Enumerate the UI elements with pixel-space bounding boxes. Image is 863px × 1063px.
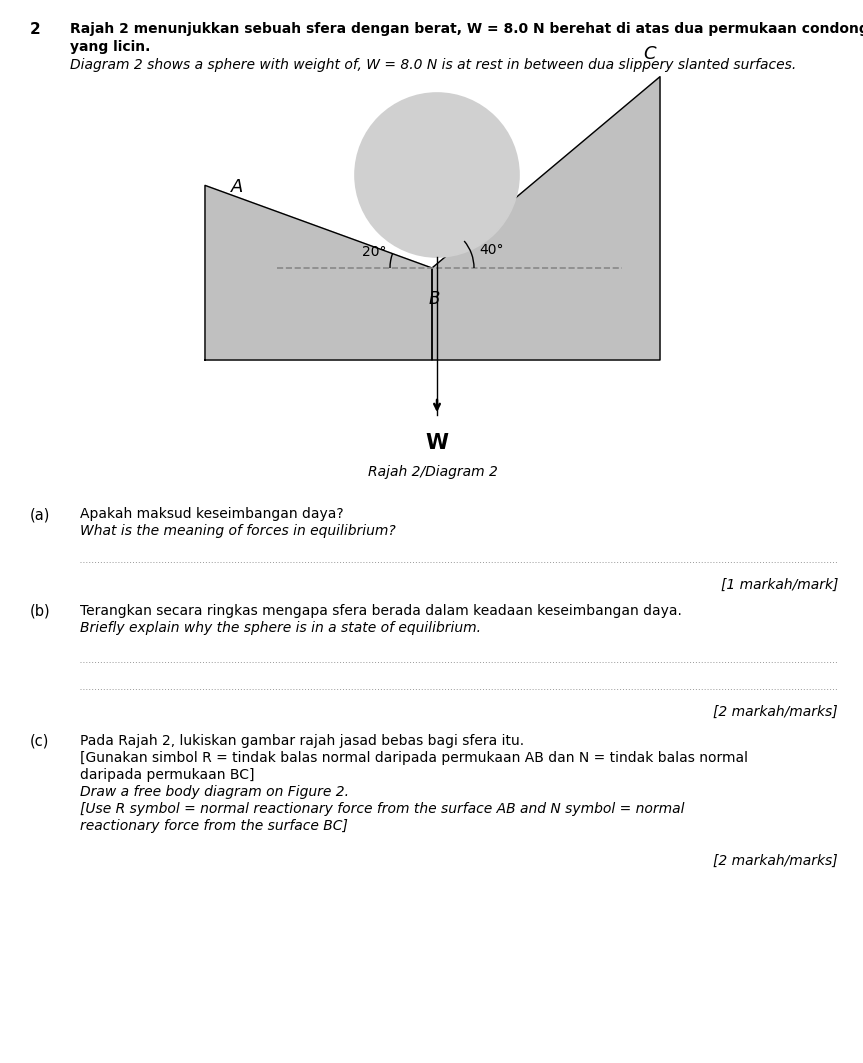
- Text: yang licin.: yang licin.: [70, 40, 150, 54]
- Text: [2 markah/marks]: [2 markah/marks]: [714, 854, 838, 868]
- Text: [Gunakan simbol R = tindak balas normal daripada permukaan AB dan N = tindak bal: [Gunakan simbol R = tindak balas normal …: [80, 750, 748, 765]
- Text: [2 markah/marks]: [2 markah/marks]: [714, 705, 838, 719]
- Text: Rajah 2/Diagram 2: Rajah 2/Diagram 2: [368, 465, 497, 479]
- Text: (b): (b): [30, 604, 51, 619]
- Text: (a): (a): [30, 507, 50, 522]
- Polygon shape: [432, 77, 660, 360]
- Text: daripada permukaan BC]: daripada permukaan BC]: [80, 767, 255, 782]
- Text: [Use R symbol = normal reactionary force from the surface AB and N symbol = norm: [Use R symbol = normal reactionary force…: [80, 802, 684, 816]
- Text: 2: 2: [30, 22, 41, 37]
- Text: Apakah maksud keseimbangan daya?: Apakah maksud keseimbangan daya?: [80, 507, 343, 521]
- Text: Diagram 2 shows a sphere with weight of, W = 8.0 N is at rest in between dua sli: Diagram 2 shows a sphere with weight of,…: [70, 58, 797, 72]
- Circle shape: [355, 92, 519, 257]
- Text: Terangkan secara ringkas mengapa sfera berada dalam keadaan keseimbangan daya.: Terangkan secara ringkas mengapa sfera b…: [80, 604, 682, 618]
- Text: Briefly explain why the sphere is in a state of equilibrium.: Briefly explain why the sphere is in a s…: [80, 621, 481, 635]
- Polygon shape: [205, 185, 432, 360]
- Text: W: W: [425, 433, 449, 453]
- Text: Draw a free body diagram on Figure 2.: Draw a free body diagram on Figure 2.: [80, 784, 349, 799]
- Text: reactionary force from the surface BC]: reactionary force from the surface BC]: [80, 819, 348, 833]
- Text: 40°: 40°: [480, 243, 504, 257]
- Text: Rajah 2 menunjukkan sebuah sfera dengan berat, W = 8.0 N berehat di atas dua per: Rajah 2 menunjukkan sebuah sfera dengan …: [70, 22, 863, 36]
- Text: 20°: 20°: [362, 244, 387, 259]
- Text: What is the meaning of forces in equilibrium?: What is the meaning of forces in equilib…: [80, 524, 396, 538]
- Text: A: A: [230, 179, 243, 197]
- Text: [1 markah/mark]: [1 markah/mark]: [721, 578, 838, 592]
- Text: C: C: [644, 45, 657, 63]
- Text: (c): (c): [30, 733, 49, 749]
- Text: B: B: [428, 290, 439, 308]
- Text: Pada Rajah 2, lukiskan gambar rajah jasad bebas bagi sfera itu.: Pada Rajah 2, lukiskan gambar rajah jasa…: [80, 733, 524, 748]
